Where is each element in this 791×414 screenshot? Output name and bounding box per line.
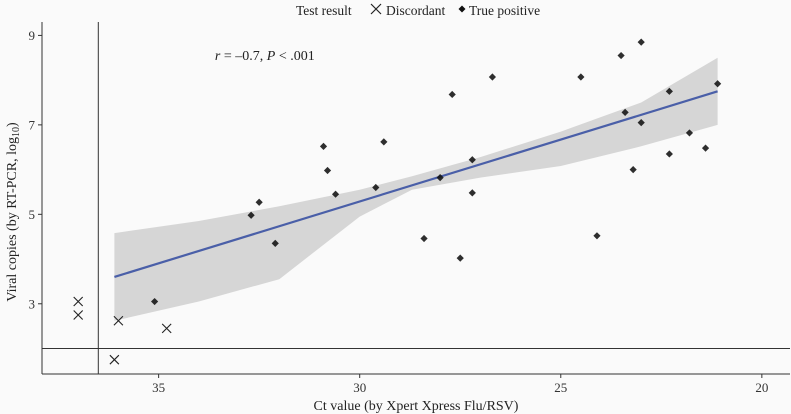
x-axis-title: Ct value (by Xpert Xpress Flu/RSV) <box>314 399 519 414</box>
true-positive-point <box>577 73 585 81</box>
correlation-annotation: r = –0.7, P < .001 <box>215 49 315 64</box>
regression-line <box>114 90 718 278</box>
true-positive-point <box>436 174 444 182</box>
true-positive-point <box>701 144 710 152</box>
true-positive-point <box>637 38 645 46</box>
legend-entry-discordant: Discordant <box>370 3 445 18</box>
annotation-p: P <box>266 49 276 64</box>
y-axis-title-close: ) <box>5 122 20 127</box>
y-tick-label: 3 <box>29 296 36 311</box>
discordant-point <box>113 315 124 326</box>
true-positive-point <box>319 142 328 150</box>
true-positive-point <box>714 80 722 88</box>
legend-entry-true-positive: True positive <box>458 3 540 18</box>
true-positive-point <box>372 183 380 192</box>
annotation-p-value: < .001 <box>275 49 314 64</box>
y-axis-title-subscript: 10 <box>11 127 22 137</box>
true-positive-point <box>420 234 428 243</box>
x-tick-label: 30 <box>353 380 366 395</box>
annotation-r: r <box>215 49 221 64</box>
y-tick-label: 5 <box>29 207 36 222</box>
discordant-point <box>73 296 84 307</box>
true-positive-point <box>456 254 464 262</box>
true-positive-point <box>323 166 332 175</box>
discordant-point <box>109 354 120 365</box>
true-positive-point <box>255 198 263 206</box>
y-axis-title-main: Viral copies (by RT-PCR, log <box>5 137 20 302</box>
true-positive-point <box>637 119 645 127</box>
true-positive-point <box>448 90 456 99</box>
true-positive-point <box>665 87 673 95</box>
true-positive-point <box>380 138 388 146</box>
true-positive-point <box>593 232 601 240</box>
y-tick-label: 7 <box>29 117 36 132</box>
true-positive-point <box>271 239 279 247</box>
legend-title: Test result <box>296 3 352 18</box>
true-positive-point <box>685 129 694 137</box>
true-positive-point <box>468 189 476 197</box>
true-positive-point <box>468 156 476 164</box>
discordant-point <box>161 323 172 334</box>
confidence-band <box>114 57 718 321</box>
true-positive-point <box>247 211 255 219</box>
annotation-r-value: = –0.7, <box>220 49 266 64</box>
legend-diamond-marker <box>458 5 466 13</box>
true-positive-point <box>621 108 629 116</box>
true-positive-point <box>488 73 497 81</box>
x-axis-ticks: 35 30 25 20 <box>152 374 768 395</box>
true-positive-point <box>665 150 673 158</box>
legend-label-true-positive: True positive <box>469 3 540 18</box>
x-tick-label: 35 <box>152 380 165 395</box>
legend-cross-marker <box>370 3 382 15</box>
true-positive-point <box>331 190 340 198</box>
y-axis-title: Viral copies (by RT-PCR, log10) <box>5 122 22 302</box>
x-tick-label: 20 <box>755 380 768 395</box>
legend-label-discordant: Discordant <box>386 3 445 18</box>
x-tick-label: 25 <box>554 380 567 395</box>
legend: Test result Discordant True positive <box>296 3 540 18</box>
discordant-point <box>73 310 84 320</box>
y-axis-ticks: 3 5 7 9 <box>29 28 42 311</box>
true-positive-point <box>151 297 159 306</box>
y-tick-label: 9 <box>29 28 36 43</box>
true-positive-point <box>617 51 625 60</box>
true-positive-point <box>629 165 637 174</box>
data-points <box>73 38 722 365</box>
